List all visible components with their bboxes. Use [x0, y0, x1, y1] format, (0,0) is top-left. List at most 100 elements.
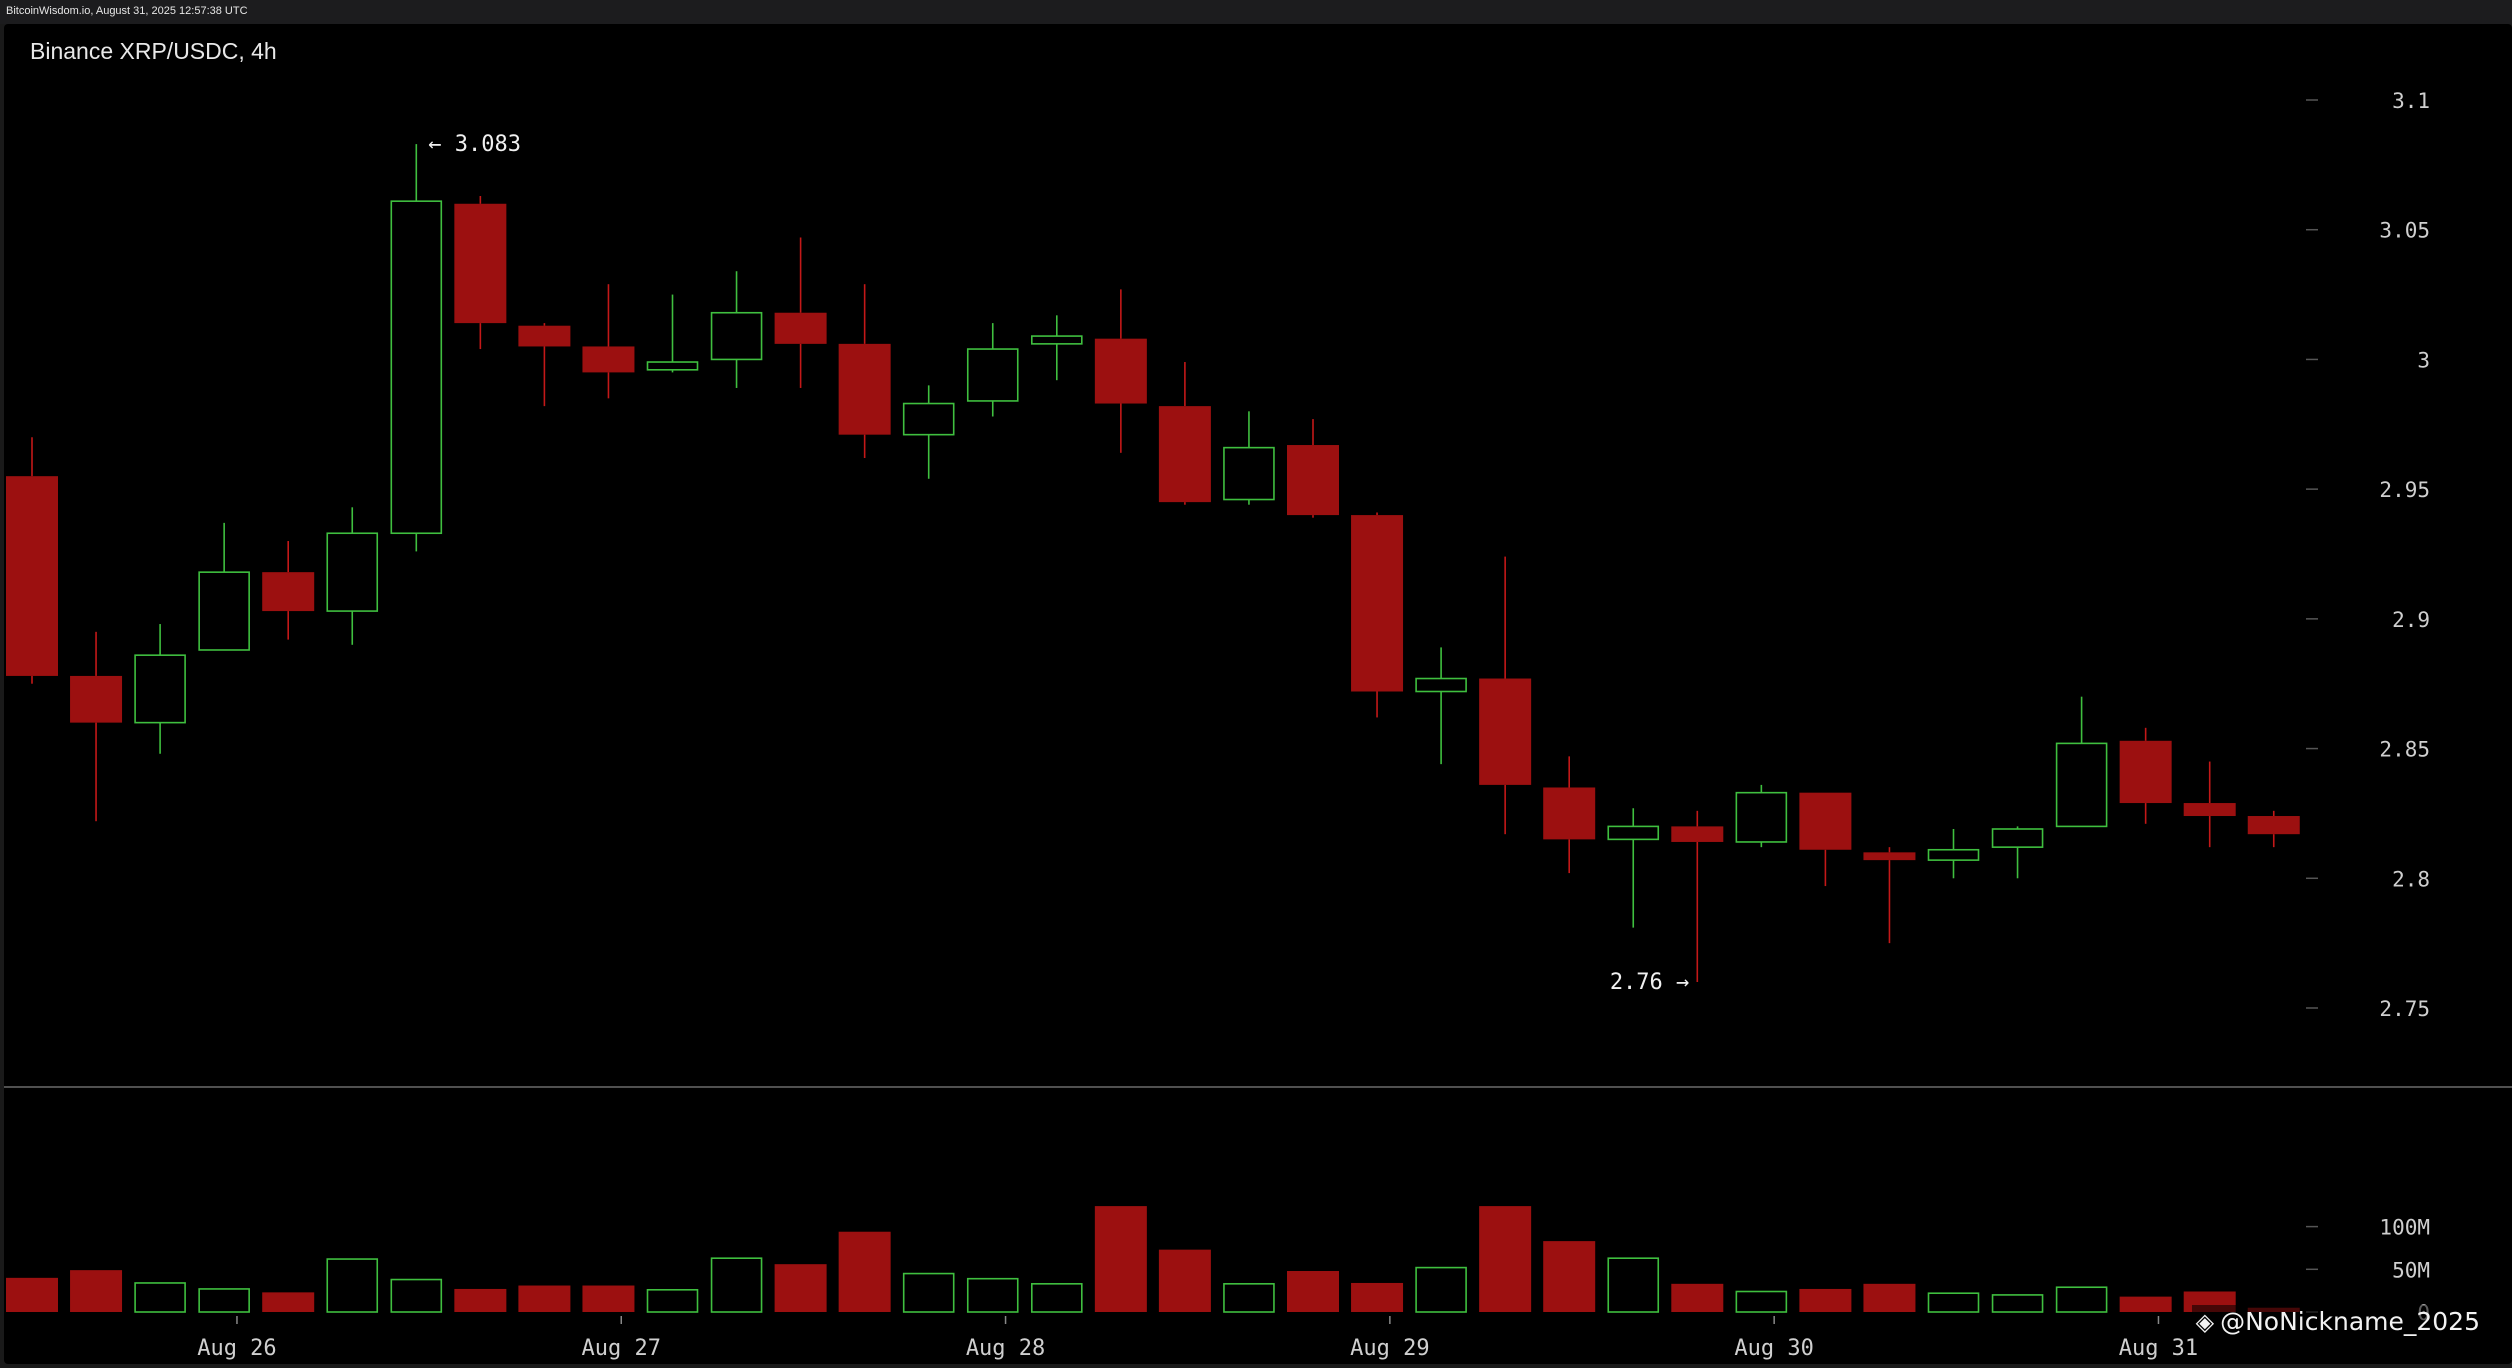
- volume-bars: [6, 1206, 2300, 1313]
- candle: [1671, 810, 1724, 983]
- candle-body: [838, 343, 891, 435]
- candle: [1927, 828, 1980, 879]
- diamond-logo-icon: ◈: [2195, 1307, 2215, 1336]
- candle-body: [582, 346, 635, 373]
- candle-body: [1735, 791, 1788, 843]
- watermark: ◈ @NoNickname_2025: [2191, 1305, 2484, 1338]
- candle: [2055, 696, 2108, 828]
- volume-tick-label: 100M: [2379, 1216, 2430, 1240]
- volume-bar: [390, 1278, 443, 1313]
- candle: [774, 237, 827, 388]
- date-label: Aug 27: [582, 1336, 661, 1361]
- watermark-text: @NoNickname_2025: [2220, 1307, 2480, 1336]
- candle: [1607, 808, 1660, 928]
- candle: [1991, 826, 2044, 879]
- candle: [646, 294, 699, 373]
- candle: [1479, 556, 1532, 835]
- date-label: Aug 29: [1350, 1336, 1429, 1361]
- candle-body: [2055, 742, 2108, 828]
- volume-bar: [2119, 1296, 2172, 1312]
- price-tick-label: 2.85: [2379, 738, 2430, 762]
- candle: [326, 507, 379, 645]
- candle-body: [1607, 825, 1660, 841]
- candle-body: [2183, 803, 2236, 817]
- candle-body: [6, 476, 58, 676]
- candle: [1415, 647, 1467, 765]
- candle-body: [1927, 848, 1980, 861]
- candle: [454, 195, 507, 350]
- volume-bar: [1543, 1241, 1596, 1312]
- candle: [518, 323, 571, 407]
- candle: [134, 624, 186, 754]
- volume-bar: [1799, 1288, 1852, 1312]
- volume-bar: [1863, 1283, 1916, 1312]
- volume-bar: [1927, 1292, 1980, 1313]
- candle: [582, 284, 635, 399]
- price-tick-label: 3: [2417, 348, 2430, 372]
- candle-body: [1031, 335, 1083, 345]
- annotations: ← 3.083 2.76 →: [428, 132, 1689, 995]
- candle-body: [1543, 787, 1596, 840]
- volume-bar: [774, 1264, 827, 1312]
- volume-bar: [1287, 1271, 1339, 1312]
- candle: [70, 631, 123, 822]
- candle-body: [2247, 816, 2300, 835]
- candle-body: [70, 675, 123, 723]
- volume-bar: [518, 1285, 571, 1312]
- candle: [1863, 847, 1916, 944]
- candle: [1094, 289, 1147, 453]
- price-tick-label: 2.9: [2392, 608, 2430, 632]
- candle: [1223, 411, 1275, 505]
- candle: [2119, 727, 2172, 824]
- price-tick-label: 3.05: [2379, 219, 2430, 243]
- high-annotation: ← 3.083: [428, 132, 521, 157]
- volume-bar: [710, 1257, 763, 1313]
- candle: [1351, 512, 1404, 718]
- candle-body: [198, 571, 250, 651]
- volume-bar: [1607, 1257, 1660, 1313]
- volume-bar: [646, 1288, 699, 1313]
- candle-body: [774, 312, 827, 344]
- candle-body: [2119, 740, 2172, 804]
- candle-body: [1863, 852, 1916, 861]
- candle: [902, 385, 955, 479]
- candle: [838, 284, 891, 459]
- candle-body: [518, 325, 571, 347]
- candle-body: [326, 532, 379, 612]
- volume-bar: [582, 1285, 635, 1312]
- candle-body: [1223, 446, 1275, 501]
- candle-body: [1415, 677, 1467, 693]
- volume-bar: [6, 1277, 58, 1312]
- source-timestamp: BitcoinWisdom.io, August 31, 2025 12:57:…: [6, 5, 248, 17]
- price-tick-label: 2.75: [2379, 997, 2430, 1021]
- candle: [2247, 810, 2300, 848]
- volume-bar: [1735, 1290, 1788, 1313]
- low-annotation: 2.76 →: [1610, 970, 1689, 995]
- candle: [966, 323, 1019, 417]
- price-axis: 3.1 3.05 3 2.95 2.9 2.85 2.8 2.75: [2306, 89, 2430, 1021]
- candle: [262, 541, 315, 640]
- volume-bar: [838, 1231, 891, 1312]
- volume-bar: [134, 1282, 186, 1313]
- price-tick-label: 2.8: [2392, 867, 2430, 891]
- volume-bar: [1415, 1266, 1467, 1313]
- price-tick-label: 2.95: [2379, 478, 2430, 502]
- candle-body: [1991, 828, 2044, 848]
- candle-body: [1799, 792, 1852, 850]
- volume-bar: [1223, 1283, 1275, 1313]
- candle: [198, 522, 250, 651]
- candle: [1543, 756, 1596, 874]
- candle-body: [1094, 338, 1147, 404]
- candle: [710, 271, 763, 388]
- volume-bar: [70, 1270, 123, 1312]
- candle-body: [262, 572, 315, 612]
- candle-body: [646, 361, 699, 371]
- candle: [1158, 362, 1211, 505]
- volume-bar: [326, 1258, 379, 1313]
- candle-body: [390, 200, 443, 535]
- candle-body: [1671, 826, 1724, 842]
- chart-title: Binance XRP/USDC, 4h: [30, 38, 277, 64]
- candle: [1799, 792, 1852, 887]
- candle: [1031, 315, 1083, 381]
- candle-body: [134, 654, 186, 724]
